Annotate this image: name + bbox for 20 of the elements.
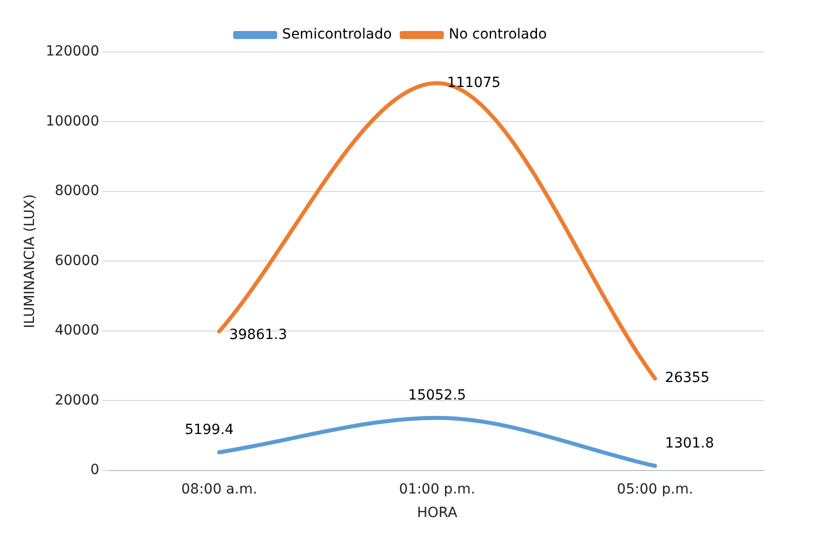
- x-axis-title: HORA: [416, 505, 458, 522]
- x-tick-label: 01:00 p.m.: [399, 481, 476, 498]
- data-label: 111075: [447, 74, 501, 91]
- legend-label: No controlado: [448, 26, 547, 43]
- data-label: 1301.8: [665, 436, 714, 452]
- data-label: 5199.4: [184, 422, 234, 438]
- y-tick-label: 40000: [54, 322, 100, 339]
- y-tick-label: 100000: [46, 113, 100, 130]
- y-tick-label: 120000: [46, 44, 100, 60]
- y-axis-title: ILUMINANCIA (LUX): [22, 194, 38, 328]
- y-tick-label: 0: [90, 462, 100, 478]
- y-tick-label: 80000: [54, 183, 100, 200]
- y-tick-label: 60000: [54, 252, 100, 269]
- y-tick-label: 20000: [54, 392, 100, 408]
- x-tick-label: 05:00 p.m.: [616, 481, 694, 498]
- data-label: 26355: [665, 370, 710, 386]
- x-tick-label: 08:00 a.m.: [181, 481, 258, 498]
- data-label: 15052.5: [408, 388, 466, 404]
- legend-label: Semicontrolado: [282, 26, 392, 43]
- data-label: 39861.3: [229, 327, 288, 344]
